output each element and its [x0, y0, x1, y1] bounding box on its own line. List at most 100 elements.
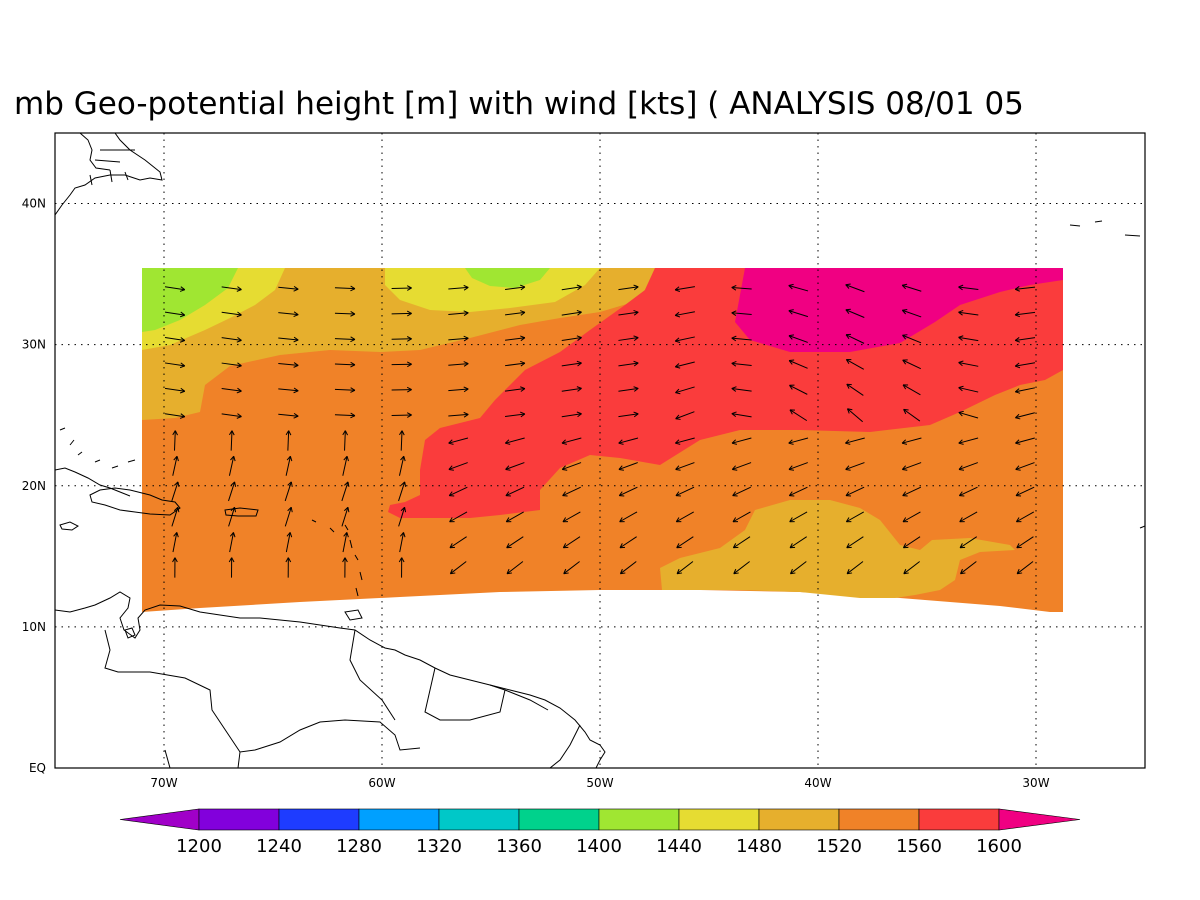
wind-arrow [448, 361, 469, 367]
lat-tick-label: 20N [22, 479, 46, 493]
wind-arrow [448, 284, 469, 291]
wind-arrow [845, 333, 865, 344]
wind-arrow [958, 486, 978, 497]
wind-arrow [902, 384, 921, 396]
wind-arrow [845, 308, 865, 318]
wind-arrow [675, 486, 695, 497]
wind-arrow [789, 536, 807, 549]
height-band-1480-1520 [142, 268, 655, 420]
wind-arrow [674, 336, 695, 344]
wind-arrow [1015, 486, 1035, 497]
wind-arrow [731, 310, 752, 316]
wind-arrow [561, 309, 582, 316]
wind-arrow [958, 462, 978, 471]
colorbar-swatch [918, 808, 1000, 831]
wind-arrow [284, 481, 293, 502]
wind-arrow [958, 437, 979, 445]
wind-arrow [845, 486, 865, 497]
wind-arrow [675, 462, 695, 471]
wind-arrow [334, 361, 356, 368]
colorbar-upper-extension [998, 808, 1081, 831]
island-lesser-antilles [311, 519, 363, 597]
wind-arrow [1015, 437, 1035, 445]
wind-arrow [391, 336, 412, 342]
wind-arrow [391, 285, 412, 291]
wind-arrow [788, 486, 808, 497]
wind-arrow [334, 285, 356, 292]
wind-arrow [342, 532, 349, 553]
wind-arrow [675, 386, 695, 395]
island-cuba [55, 467, 131, 497]
colorbar-swatch [278, 808, 360, 831]
wind-arrow [618, 284, 639, 291]
colorbar-label: 1360 [496, 836, 542, 857]
wind-arrow [675, 511, 694, 523]
wind-arrow [619, 536, 637, 549]
wind-arrow [221, 286, 242, 292]
wind-arrow [334, 336, 356, 343]
colorbar-label: 1520 [816, 836, 862, 857]
latitude-tick-labels: EQ 10N 20N 30N 40N [22, 197, 46, 775]
wind-arrow [958, 410, 979, 419]
wind-arrow [449, 511, 468, 523]
wind-arrow [563, 561, 580, 575]
wind-arrow [561, 335, 582, 341]
wind-arrow [342, 455, 349, 476]
wind-arrow [733, 561, 750, 575]
wind-arrow [731, 386, 752, 392]
wind-arrow [285, 430, 292, 451]
wind-arrow [845, 283, 865, 293]
wind-arrow [278, 336, 299, 343]
lon-tick-label: 60W [368, 776, 395, 790]
colorbar-swatch [838, 808, 920, 831]
wind-arrow [619, 561, 637, 575]
wind-arrow [1016, 561, 1034, 575]
colorbar-label: 1240 [256, 836, 302, 857]
wind-arrow [1014, 387, 1035, 394]
wind-arrow [958, 309, 979, 316]
wind-arrow [506, 536, 524, 549]
coastline-new-england [79, 133, 111, 171]
wind-arrow [676, 536, 694, 549]
wind-arrow [731, 335, 752, 342]
lon-tick-label: 40W [804, 776, 831, 790]
wind-arrow [164, 362, 186, 369]
wind-arrow [676, 561, 694, 575]
wind-arrow [278, 362, 299, 368]
wind-arrow [846, 408, 863, 423]
wind-arrow [448, 462, 468, 471]
wind-arrow [845, 462, 865, 471]
islands-azores [1069, 220, 1141, 237]
wind-arrow [618, 486, 638, 497]
wind-arrow [391, 386, 412, 393]
wind-arrow [901, 308, 922, 318]
wind-arrow [959, 536, 978, 549]
lon-tick-label: 30W [1022, 776, 1049, 790]
wind-arrow [788, 437, 809, 445]
wind-arrow [164, 311, 186, 318]
wind-arrow [788, 283, 809, 292]
wind-arrow [285, 557, 292, 578]
wind-arrow [903, 561, 920, 575]
wind-arrow [958, 335, 979, 342]
island-puerto-rico [224, 507, 259, 517]
wind-arrow [334, 387, 356, 393]
wind-arrow [334, 311, 356, 317]
wind-arrow [959, 511, 978, 523]
wind-arrow [788, 359, 808, 369]
coastlines [55, 133, 1145, 768]
wind-arrow [788, 309, 809, 318]
colorbar-lower-extension [119, 808, 200, 831]
lake-maracaibo [124, 627, 136, 639]
height-band-1440-1480-east [385, 268, 600, 312]
wind-arrow [505, 511, 524, 523]
wind-arrow [788, 462, 808, 471]
wind-arrow [902, 486, 922, 497]
wind-arrow [228, 481, 237, 502]
wind-arrow [958, 385, 979, 393]
wind-arrow [221, 337, 242, 343]
wind-arrow [278, 311, 299, 318]
wind-arrow [789, 561, 807, 575]
wind-arrow [561, 284, 582, 291]
